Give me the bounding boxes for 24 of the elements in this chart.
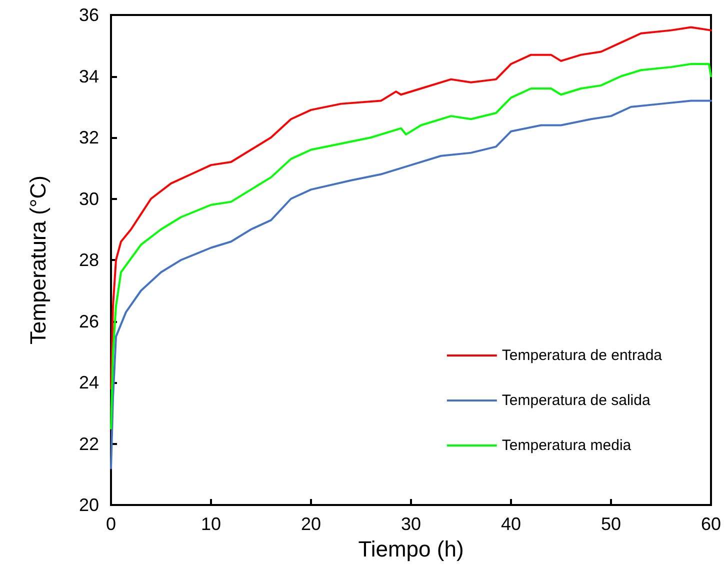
x-tick-label: 20 (300, 514, 322, 534)
x-axis-title: Tiempo (h) (358, 536, 464, 562)
y-tick-label: 34 (78, 66, 99, 86)
line-series (110, 100, 712, 470)
y-tick-label: 22 (78, 434, 99, 454)
y-tick-label: 24 (78, 372, 99, 392)
y-tick-label: 36 (78, 5, 99, 25)
x-tick-label: 60 (700, 514, 722, 534)
legend-label: Temperatura de entrada (502, 347, 663, 364)
y-tick-label: 26 (78, 311, 99, 332)
x-tick-label: 0 (106, 514, 116, 534)
y-tick-label: 32 (78, 128, 99, 148)
y-tick-label: 20 (78, 495, 99, 515)
y-tick-label: 30 (78, 188, 99, 209)
legend-label: Temperatura de salida (502, 392, 651, 409)
legend-label: Temperatura media (502, 437, 632, 454)
line-series (110, 63, 712, 430)
y-axis-title: Temperatura (°C) (26, 176, 50, 344)
x-tick-label: 30 (400, 514, 422, 534)
x-tick-label: 40 (500, 514, 522, 534)
line-series (110, 26, 712, 390)
x-tick-label: 10 (200, 514, 222, 534)
y-tick-label: 28 (78, 250, 99, 270)
x-tick-label: 50 (600, 514, 622, 534)
